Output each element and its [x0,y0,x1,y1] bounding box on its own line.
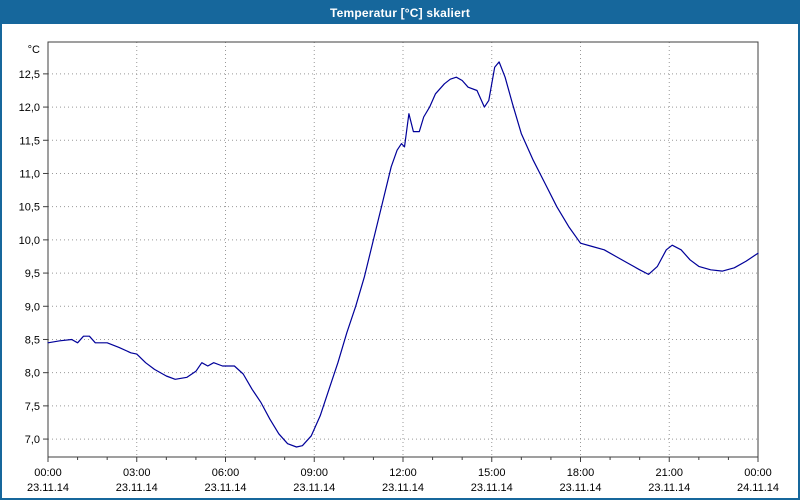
svg-text:21:00: 21:00 [655,467,683,479]
svg-text:10,0: 10,0 [19,235,40,247]
titlebar: Temperatur [°C] skaliert [2,2,798,24]
svg-text:18:00: 18:00 [567,467,595,479]
svg-text:00:00: 00:00 [744,467,772,479]
svg-text:23.11.14: 23.11.14 [293,482,335,494]
svg-text:12,5: 12,5 [19,69,40,81]
svg-text:8,0: 8,0 [25,368,40,380]
svg-text:15:00: 15:00 [478,467,506,479]
svg-text:10,5: 10,5 [19,202,40,214]
svg-text:23.11.14: 23.11.14 [204,482,246,494]
svg-text:11,0: 11,0 [19,168,40,180]
chart-title: Temperatur [°C] skaliert [329,6,471,20]
svg-text:9,0: 9,0 [25,301,40,313]
svg-text:23.11.14: 23.11.14 [116,482,158,494]
svg-text:23.11.14: 23.11.14 [27,482,69,494]
svg-text:23.11.14: 23.11.14 [559,482,601,494]
svg-text:12:00: 12:00 [389,467,417,479]
svg-text:8,5: 8,5 [25,334,40,346]
svg-text:23.11.14: 23.11.14 [471,482,513,494]
svg-text:23.11.14: 23.11.14 [648,482,690,494]
svg-text:11,5: 11,5 [19,135,40,147]
svg-text:23.11.14: 23.11.14 [382,482,424,494]
svg-text:°C: °C [28,44,40,56]
svg-text:9,5: 9,5 [25,268,40,280]
svg-text:24.11.14: 24.11.14 [737,482,779,494]
svg-text:12,0: 12,0 [19,102,40,114]
svg-text:7,0: 7,0 [25,434,40,446]
svg-text:06:00: 06:00 [212,467,240,479]
svg-text:09:00: 09:00 [300,467,328,479]
svg-text:00:00: 00:00 [34,467,62,479]
chart-area: 7,0 7,5 8,0 8,5 9,0 9,5 10,0 10,5 11,0 11,5 12,0 12… [2,24,798,498]
svg-text:7,5: 7,5 [25,401,40,413]
svg-text:03:00: 03:00 [123,467,151,479]
temperature-line-chart: 7,0 7,5 8,0 8,5 9,0 9,5 10,0 10,5 11,0 11,5 12,0 12… [19,41,779,494]
